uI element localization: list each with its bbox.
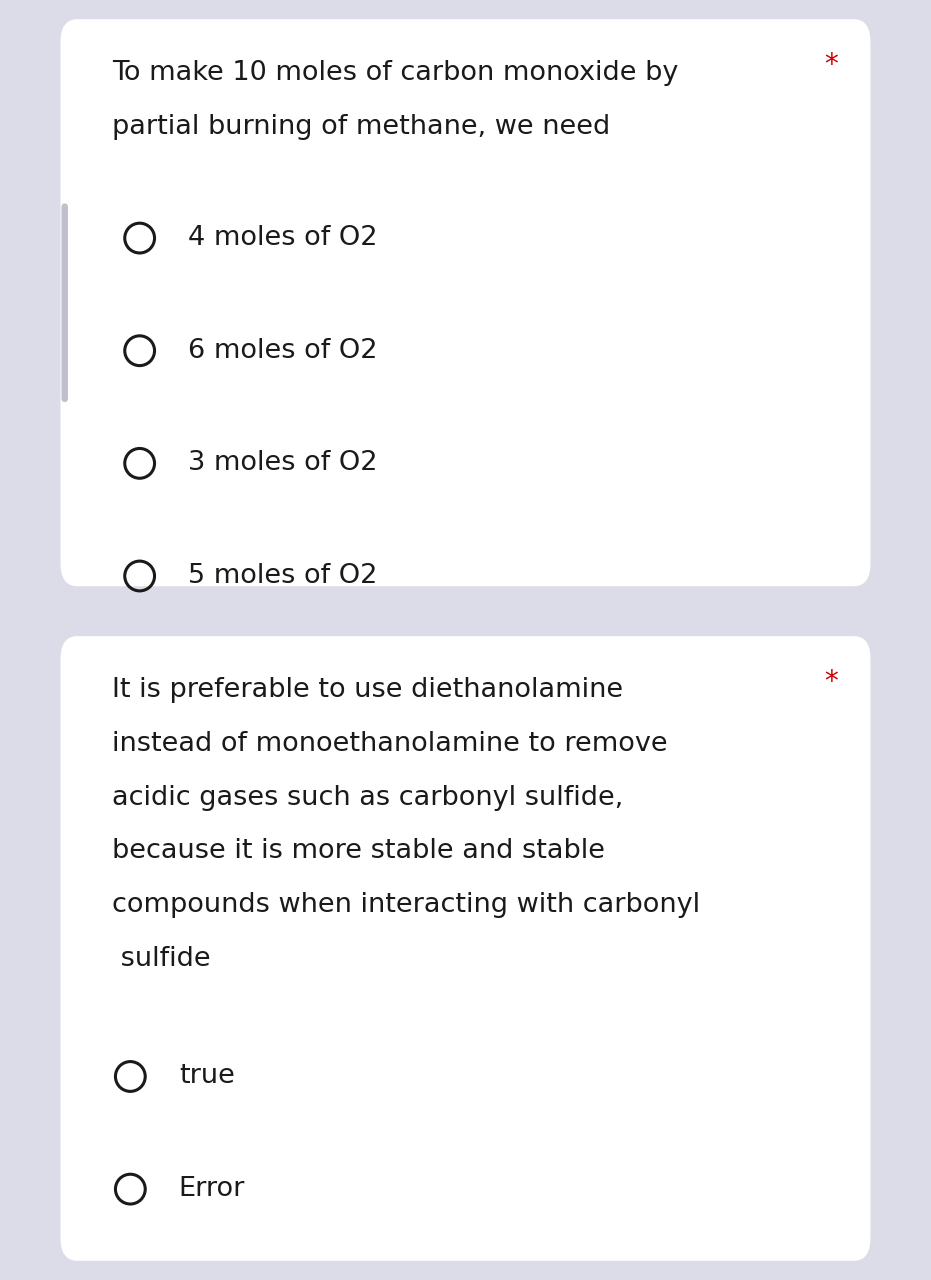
Text: To make 10 moles of carbon monoxide by: To make 10 moles of carbon monoxide by (112, 60, 678, 86)
FancyBboxPatch shape (61, 636, 870, 1261)
Text: sulfide: sulfide (112, 946, 210, 972)
Text: 6 moles of O2: 6 moles of O2 (188, 338, 378, 364)
Text: *: * (824, 51, 838, 79)
FancyBboxPatch shape (61, 204, 68, 402)
Text: true: true (179, 1064, 235, 1089)
Text: 5 moles of O2: 5 moles of O2 (188, 563, 377, 589)
Text: acidic gases such as carbonyl sulfide,: acidic gases such as carbonyl sulfide, (112, 785, 623, 810)
Text: instead of monoethanolamine to remove: instead of monoethanolamine to remove (112, 731, 668, 756)
Text: partial burning of methane, we need: partial burning of methane, we need (112, 114, 610, 140)
Text: compounds when interacting with carbonyl: compounds when interacting with carbonyl (112, 892, 700, 918)
Text: It is preferable to use diethanolamine: It is preferable to use diethanolamine (112, 677, 623, 703)
Text: *: * (824, 668, 838, 696)
Text: because it is more stable and stable: because it is more stable and stable (112, 838, 605, 864)
Text: 4 moles of O2: 4 moles of O2 (188, 225, 378, 251)
FancyBboxPatch shape (61, 19, 870, 586)
Text: 3 moles of O2: 3 moles of O2 (188, 451, 378, 476)
Text: Error: Error (179, 1176, 245, 1202)
